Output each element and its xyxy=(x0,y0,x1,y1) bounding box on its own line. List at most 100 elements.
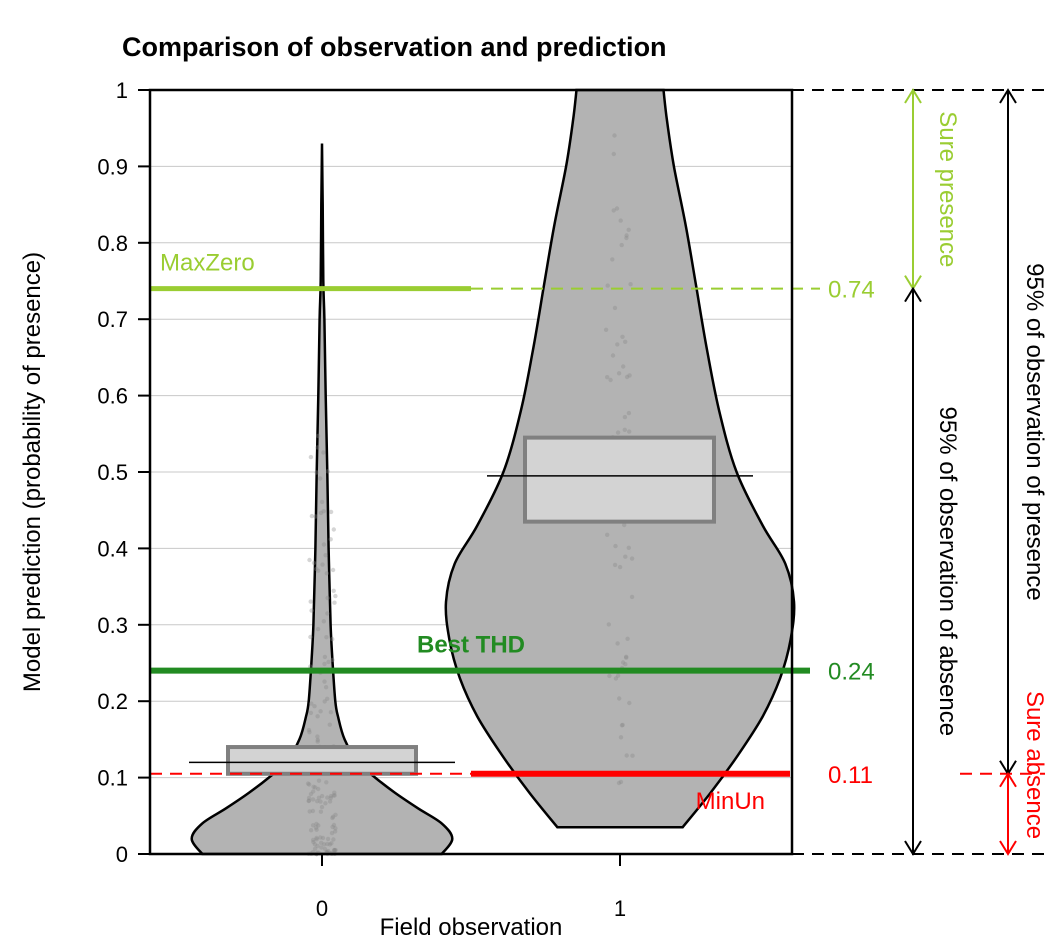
data-point xyxy=(605,375,610,380)
data-point xyxy=(624,655,629,660)
data-point xyxy=(621,364,626,369)
y-tick-label: 0.7 xyxy=(97,307,128,332)
data-point xyxy=(611,208,616,213)
data-point xyxy=(615,430,621,435)
data-point xyxy=(314,821,319,827)
data-point xyxy=(309,513,315,519)
data-point xyxy=(318,799,323,804)
data-point xyxy=(615,342,620,347)
data-point xyxy=(623,662,628,667)
data-point xyxy=(312,842,318,847)
data-point xyxy=(325,469,330,474)
data-point xyxy=(315,843,320,849)
iqr-box-1 xyxy=(523,435,716,524)
data-point xyxy=(311,837,316,843)
data-point xyxy=(614,206,620,211)
data-point xyxy=(333,826,338,831)
y-tick-label: 0.4 xyxy=(97,536,128,561)
threshold-name-best-thd: Best THD xyxy=(417,632,525,659)
data-point xyxy=(603,327,609,332)
data-point xyxy=(318,476,323,481)
data-point xyxy=(332,848,337,853)
data-point xyxy=(316,795,322,800)
data-point xyxy=(320,835,326,841)
data-point xyxy=(309,608,314,613)
data-point xyxy=(619,242,624,248)
data-point xyxy=(612,305,618,311)
threshold-name-maxzero: MaxZero xyxy=(160,250,255,277)
data-point xyxy=(331,527,336,532)
data-point xyxy=(330,824,335,830)
x-axis-label: Field observation xyxy=(380,914,563,941)
presence-95-arrow xyxy=(999,88,1017,776)
data-point xyxy=(318,809,324,814)
y-tick-label: 0.3 xyxy=(97,613,128,638)
x-tick-label: 0 xyxy=(316,896,328,921)
data-point xyxy=(321,542,327,547)
data-point xyxy=(316,778,322,783)
absence-95-arrow xyxy=(904,286,922,856)
data-point xyxy=(618,735,624,740)
data-point xyxy=(333,847,338,853)
data-point xyxy=(322,842,327,847)
data-point xyxy=(325,595,330,601)
data-point xyxy=(320,562,325,567)
y-tick-label: 0.9 xyxy=(97,154,128,179)
data-point xyxy=(620,722,625,728)
data-point xyxy=(612,133,617,138)
data-point xyxy=(330,567,336,573)
data-point xyxy=(314,837,319,842)
data-point xyxy=(307,809,312,814)
data-point xyxy=(333,829,338,834)
sure-presence-arrow xyxy=(904,88,922,291)
data-point xyxy=(306,795,312,801)
data-point xyxy=(319,840,324,845)
y-tick-label: 0.8 xyxy=(97,231,128,256)
data-point xyxy=(328,710,334,715)
data-point xyxy=(325,795,330,800)
data-point xyxy=(315,739,320,744)
data-point xyxy=(618,779,624,785)
data-point xyxy=(327,842,333,847)
data-point xyxy=(622,522,627,528)
gridlines xyxy=(150,165,792,779)
data-point xyxy=(332,847,337,853)
data-point xyxy=(622,427,627,432)
data-point xyxy=(613,676,619,681)
y-tick-label: 0.5 xyxy=(97,460,128,485)
data-point xyxy=(323,685,329,690)
data-point xyxy=(326,659,331,665)
data-point xyxy=(322,661,327,667)
data-point xyxy=(325,841,330,847)
data-point xyxy=(611,151,616,157)
data-point xyxy=(311,784,316,789)
data-point xyxy=(318,709,323,714)
data-point xyxy=(623,339,628,344)
data-point xyxy=(607,673,612,679)
y-tick-label: 0.2 xyxy=(97,689,128,714)
data-point xyxy=(323,801,328,806)
data-point xyxy=(319,804,325,810)
data-point xyxy=(307,782,312,787)
data-point xyxy=(322,846,328,852)
sure-absence-arrow-head-bottom xyxy=(999,840,1017,856)
data-point xyxy=(333,812,338,817)
data-point xyxy=(315,714,320,719)
data-point xyxy=(626,410,632,416)
y-axis: 0 0.1 0.2 0.3 0.4 0.5 0.6 0.7 0.8 0.9 1 xyxy=(97,78,150,867)
data-point xyxy=(332,848,337,853)
data-point xyxy=(330,657,335,663)
data-point xyxy=(315,445,320,450)
range-annotations: Sure presence 95% of observation of absen… xyxy=(792,88,1048,856)
data-point xyxy=(324,571,329,576)
data-point xyxy=(313,825,319,830)
data-point xyxy=(325,836,331,842)
threshold-value-label: 0.24 xyxy=(828,659,875,686)
data-point xyxy=(327,722,332,727)
data-point xyxy=(330,814,336,819)
data-point xyxy=(627,429,632,434)
presence-95-arrow-head-top xyxy=(999,88,1017,104)
data-point xyxy=(312,846,318,851)
